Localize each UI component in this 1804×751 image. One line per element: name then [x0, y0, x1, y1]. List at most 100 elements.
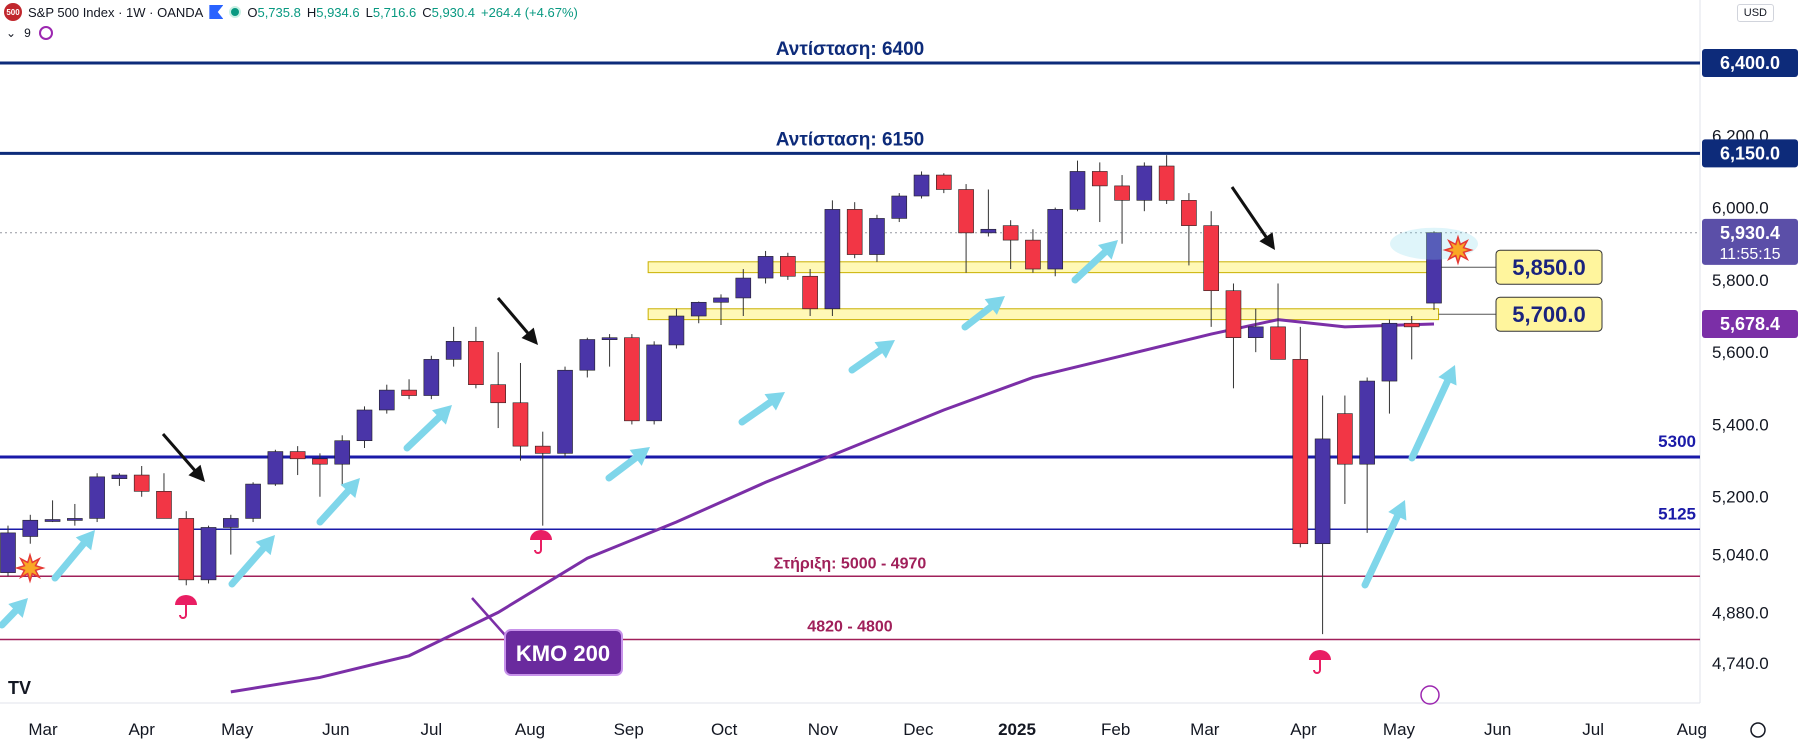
ma-callout-pointer [471, 597, 506, 636]
candle-body [1359, 380, 1375, 465]
up-arrow-head [984, 296, 1005, 315]
candle [445, 326, 462, 367]
candle [757, 250, 774, 284]
candle-body [1403, 322, 1420, 328]
up-arrow-head [1388, 500, 1407, 521]
candle [713, 294, 729, 326]
candle [245, 482, 261, 523]
chevron-down-icon[interactable]: ⌄ [6, 26, 17, 40]
down-arrow-head [1259, 232, 1275, 250]
candle [312, 453, 328, 497]
candle [1225, 283, 1242, 389]
candle [356, 406, 373, 448]
price-tag-label: 6,150.0 [1720, 143, 1780, 163]
up-arrow-head [1438, 365, 1457, 386]
price-tag-label: 5,930.4 [1720, 223, 1780, 243]
candle [913, 171, 930, 199]
candle-body [980, 228, 997, 234]
candle [1136, 162, 1153, 212]
ohlc-open: 5,735.8 [257, 4, 301, 20]
candle-body [780, 256, 796, 277]
ohlc-high-label: H [306, 4, 317, 20]
ma-200-line [230, 318, 1435, 694]
candle [1337, 395, 1353, 504]
price-tag [1702, 49, 1798, 77]
candle-body [1069, 171, 1086, 210]
candle [624, 334, 640, 425]
up-arrow-head [75, 530, 95, 551]
x-axis-band [0, 703, 1804, 746]
price-tag [1702, 309, 1798, 338]
candle-body [223, 518, 239, 528]
x-tick-label: Aug [1677, 720, 1707, 739]
candle-body [401, 389, 417, 396]
candle [891, 193, 908, 223]
up-arrow-head [8, 598, 28, 618]
candle-body [1158, 165, 1175, 201]
candle [1426, 231, 1442, 311]
up-arrow-head [1098, 240, 1118, 260]
candle [557, 366, 573, 457]
candle-body [178, 518, 195, 581]
ohlc-change: +264.4 (+4.67%) [480, 4, 578, 20]
candle [1114, 175, 1130, 244]
candle [1381, 319, 1398, 414]
flag-icon[interactable] [209, 5, 224, 19]
candle [401, 379, 417, 400]
umbrella-icon [175, 595, 197, 619]
explosion-icon [1442, 234, 1474, 266]
candle [1091, 162, 1108, 223]
candle-body [757, 256, 774, 279]
candle [490, 352, 506, 429]
currency-selector[interactable]: USD [1736, 4, 1774, 22]
y-tick-label: 5,800.0 [1712, 271, 1769, 290]
sp500-logo: 500 [4, 3, 22, 21]
ohlc-high: 5,934.6 [316, 4, 360, 20]
candle-body [958, 189, 974, 234]
y-tick-label: 4,880.0 [1712, 603, 1769, 622]
up-arrow-head [340, 478, 360, 499]
candle [936, 173, 952, 194]
candle [846, 202, 863, 259]
candle [780, 252, 796, 280]
y-tick-label: 6,000.0 [1712, 199, 1769, 218]
countdown-label: 11:55:15 [1719, 246, 1780, 263]
candle [378, 384, 395, 414]
symbol-title[interactable]: S&P 500 Index · 1W · OANDA [28, 4, 204, 20]
y-tick-label: 5,400.0 [1712, 415, 1769, 434]
candle [89, 473, 105, 523]
zone-band [647, 308, 1440, 321]
down-arrow-head [521, 327, 538, 345]
x-tick-label: 2025 [998, 720, 1036, 739]
x-tick-label: Aug [515, 720, 545, 739]
candle-body [936, 174, 952, 190]
up-arrow-icon [316, 481, 357, 526]
candle-body [445, 341, 462, 360]
candle-body [846, 209, 863, 255]
refresh-icon[interactable] [38, 26, 53, 40]
candle [67, 503, 83, 526]
candle-body [67, 518, 83, 521]
umbrella-icon [1309, 650, 1331, 674]
candle [1270, 283, 1286, 360]
candle-body [802, 275, 818, 310]
ohlc-close-label: C [422, 4, 432, 20]
candle-body [1091, 171, 1108, 187]
tradingview-logo: TV [8, 678, 31, 698]
candle-body [378, 389, 395, 411]
candle [178, 511, 195, 586]
x-tick-label: Jun [322, 720, 349, 739]
indicator-count[interactable]: 9 [24, 26, 31, 40]
candle [668, 308, 685, 349]
candle-body [1181, 200, 1197, 226]
zone-callout [1495, 249, 1603, 285]
candle [512, 363, 529, 461]
ohlc-low: 5,716.6 [372, 4, 417, 20]
candle [980, 189, 997, 237]
candle [1069, 160, 1086, 212]
candle [200, 525, 217, 584]
candle-body [267, 451, 284, 485]
candle-body [1292, 359, 1309, 545]
candle-body [1337, 413, 1353, 465]
